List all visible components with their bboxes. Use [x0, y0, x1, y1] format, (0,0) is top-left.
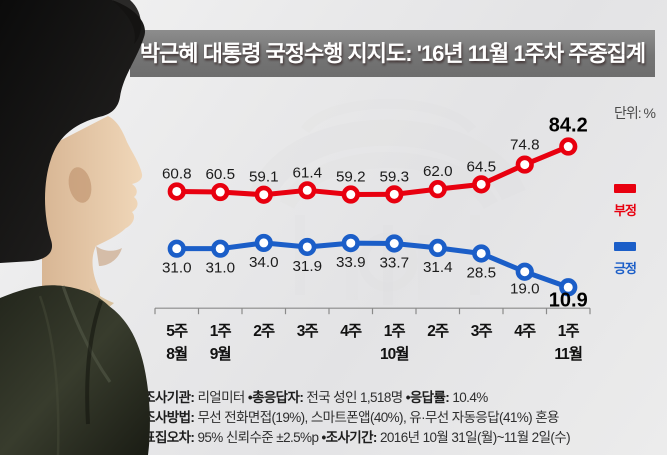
footer-value: 10.4%	[449, 390, 488, 405]
value-label-긍정: 34.0	[249, 254, 279, 271]
value-label-부정: 60.5	[205, 166, 235, 183]
value-label-부정: 59.3	[379, 168, 409, 185]
value-label-부정: 62.0	[423, 163, 453, 180]
legend-label-negative: 부정	[614, 203, 637, 218]
data-point-긍정	[472, 244, 491, 263]
footer-value: 리얼미터	[194, 390, 248, 405]
value-label-긍정: 33.7	[379, 254, 409, 271]
chart-legend: 부정 긍정	[603, 180, 647, 296]
value-label-부정: 74.8	[510, 137, 540, 154]
value-label-긍정: 19.0	[510, 281, 540, 298]
category-week-label: 2주	[253, 322, 275, 340]
legend-item-negative: 부정	[603, 180, 647, 219]
footer-label: •조사방법:	[139, 410, 195, 425]
data-point-부정	[385, 185, 404, 204]
value-label-긍정: 33.9	[336, 254, 366, 271]
data-point-부정	[559, 137, 578, 156]
data-point-긍정	[385, 234, 404, 253]
category-week-label: 1주	[384, 322, 406, 340]
data-point-부정	[472, 175, 491, 194]
footer-label: •조사기관:	[139, 390, 195, 405]
value-label-부정: 60.8	[162, 165, 192, 182]
category-week-label: 2주	[427, 322, 449, 340]
category-week-label: 1주	[558, 322, 580, 340]
value-label-부정: 64.5	[466, 158, 496, 175]
category-month-label: 10월	[380, 345, 409, 363]
data-point-부정	[211, 182, 230, 202]
category-week-label: 1주	[210, 322, 232, 340]
footer-value: 95% 신뢰수준 ±2.5%p	[194, 430, 322, 445]
page-title: 박근혜 대통령 국정수행 지지도: '16년 11월 1주차 주중집계	[130, 30, 655, 77]
value-label-긍정: 31.4	[423, 259, 453, 276]
value-label-부정: 59.1	[249, 169, 279, 186]
footer-line-1: •조사기관: 리얼미터 •총응답자: 전국 성인 1,518명 •응답률: 10…	[139, 388, 570, 408]
category-week-label: 3주	[297, 322, 319, 340]
value-label-긍정: 31.0	[162, 260, 192, 277]
unit-label: 단위: %	[614, 105, 656, 121]
data-point-긍정	[515, 262, 534, 281]
data-point-부정	[298, 181, 317, 200]
value-label-긍정: 28.5	[466, 264, 496, 281]
footer-label: •총응답자:	[247, 390, 304, 405]
data-point-부정	[428, 180, 447, 199]
footer-value: 전국 성인 1,518명	[303, 390, 406, 405]
data-point-긍정	[298, 237, 317, 257]
data-point-긍정	[559, 278, 578, 297]
legend-swatch-negative	[614, 184, 636, 193]
value-label-부정: 59.2	[336, 169, 366, 186]
data-point-부정	[341, 185, 360, 204]
series-line-부정	[174, 144, 571, 198]
footer-label: •표집오차:	[139, 430, 195, 445]
category-week-label: 5주	[166, 322, 188, 340]
category-week-label: 4주	[340, 322, 362, 340]
data-point-부정	[167, 182, 186, 201]
category-month-label: 8월	[166, 345, 188, 363]
footer-label: •조사기간:	[321, 430, 378, 445]
data-point-긍정	[167, 239, 186, 258]
data-point-긍정	[211, 239, 230, 258]
data-point-긍정	[341, 234, 360, 253]
value-label-긍정: 31.0	[205, 260, 235, 277]
series-line-긍정	[174, 240, 571, 290]
legend-swatch-positive	[614, 242, 636, 251]
value-label-긍정: 31.9	[292, 258, 322, 275]
value-label-부정: 84.2	[549, 115, 588, 137]
footer-line-3: •표집오차: 95% 신뢰수준 ±2.5%p •조사기간: 2016년 10월 …	[139, 428, 571, 448]
value-label-부정: 61.4	[292, 164, 322, 181]
footer-value: 2016년 10월 31일(월)~11월 2일(수)	[376, 430, 571, 445]
portrait-figure	[0, 0, 150, 455]
legend-item-positive: 긍정	[603, 238, 647, 277]
data-point-긍정	[428, 238, 447, 258]
footer-line-2: •조사방법: 무선 전화면접(19%), 스마트폰앱(40%), 유·무선 자동…	[139, 408, 570, 428]
value-label-긍정: 10.9	[549, 289, 588, 311]
survey-notes: •조사기관: 리얼미터 •총응답자: 전국 성인 1,518명 •응답률: 10…	[139, 388, 571, 448]
data-point-부정	[515, 155, 534, 174]
category-month-label: 9월	[210, 345, 232, 363]
category-week-label: 4주	[514, 322, 536, 340]
category-week-label: 3주	[471, 322, 493, 340]
legend-label-positive: 긍정	[614, 261, 637, 276]
category-month-label: 11월	[554, 345, 582, 363]
footer-label: •응답률:	[405, 390, 450, 405]
data-point-부정	[254, 185, 273, 204]
footer-value: 무선 전화면접(19%), 스마트폰앱(40%), 유·무선 자동응답(41%)…	[194, 410, 559, 425]
data-point-긍정	[254, 233, 273, 253]
